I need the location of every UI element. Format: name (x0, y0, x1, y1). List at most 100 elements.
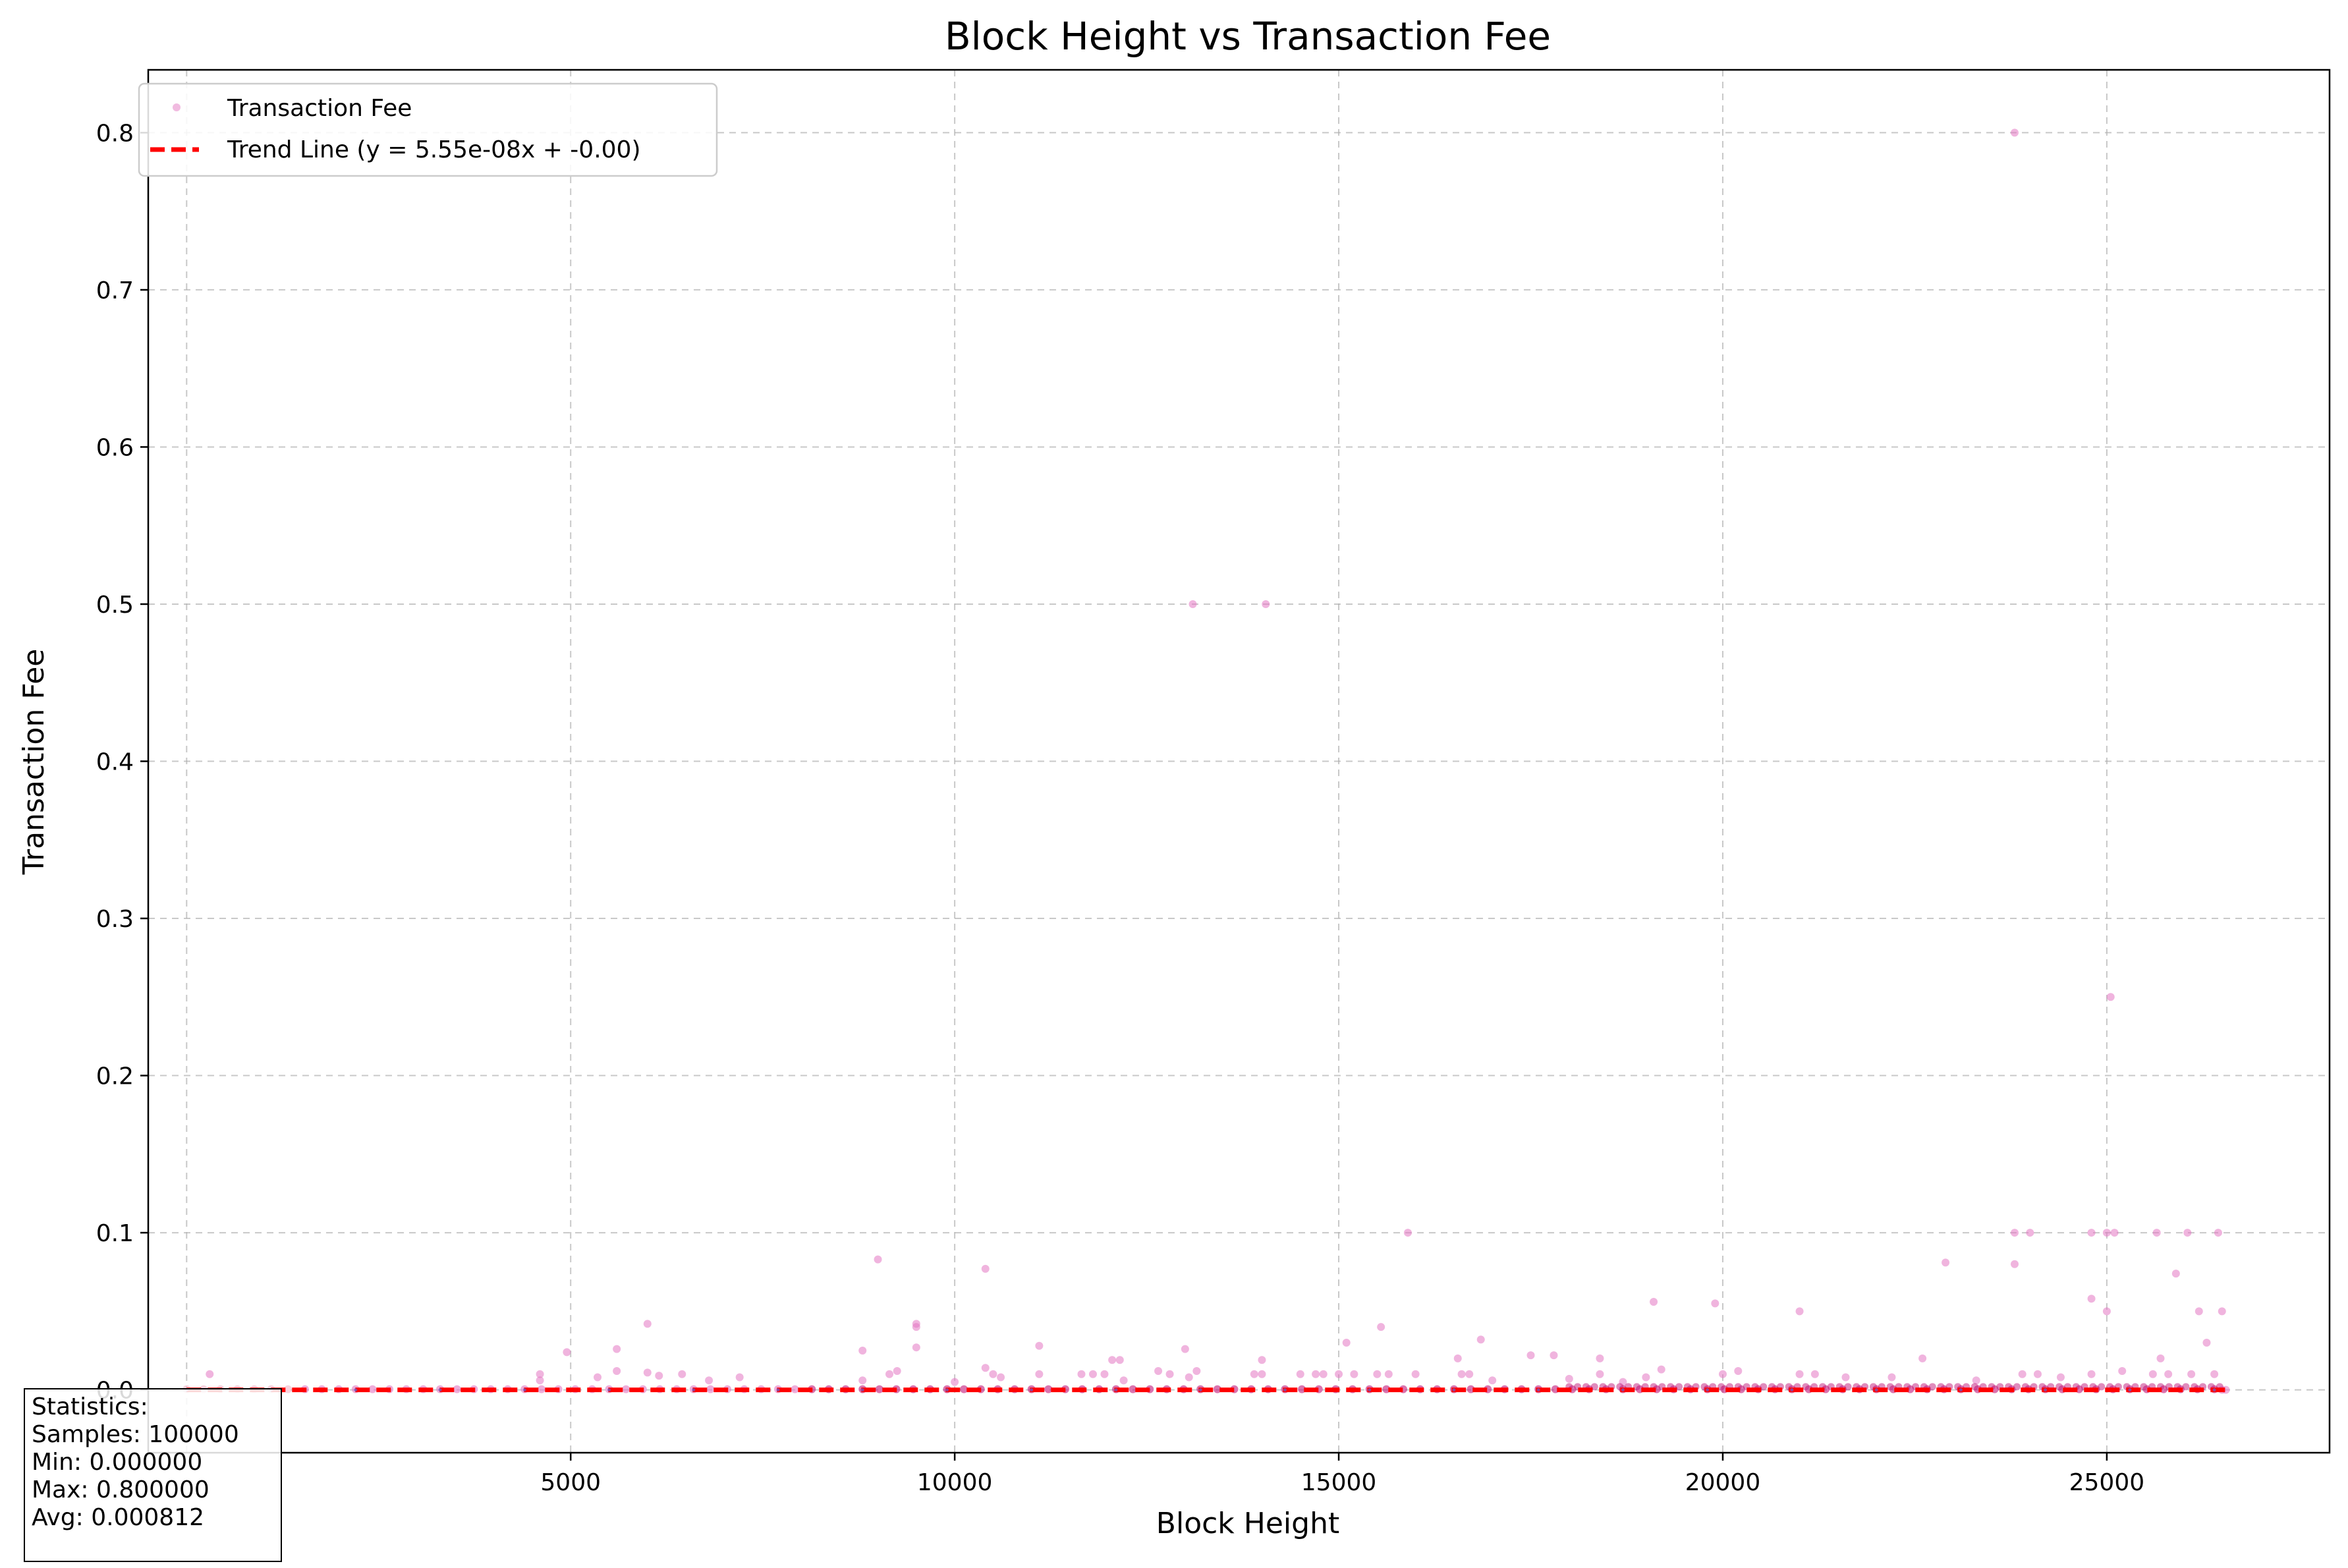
data-point (1918, 1354, 1927, 1362)
data-point (1633, 1383, 1640, 1391)
data-point (284, 1385, 293, 1393)
data-point (2110, 1229, 2119, 1237)
x-tick-label: 5000 (540, 1469, 601, 1496)
y-tick-label: 0.2 (96, 1063, 134, 1090)
data-point (1119, 1376, 1128, 1385)
data-point (1213, 1385, 1221, 1393)
data-point (2087, 1370, 2096, 1378)
data-point (1734, 1366, 1743, 1375)
data-point (1165, 1370, 1174, 1378)
data-point (1596, 1370, 1604, 1378)
trend-line-layer (184, 1387, 2227, 1393)
data-point (1650, 1298, 1658, 1306)
trend-marker (1030, 1388, 1034, 1392)
y-tick-label: 0.5 (96, 592, 134, 619)
data-point (1844, 1383, 1852, 1391)
grid (148, 70, 2330, 1453)
data-point (1044, 1385, 1053, 1393)
data-point (1596, 1354, 1604, 1362)
stats-min: Min: 0.000000 (32, 1449, 203, 1476)
data-point (2218, 1307, 2226, 1316)
data-point (1335, 1370, 1343, 1378)
data-point (1841, 1373, 1850, 1382)
legend-marker-transaction-fee (173, 103, 181, 111)
trend-marker (1959, 1388, 1963, 1392)
data-point (594, 1373, 602, 1382)
trend-marker (1283, 1388, 1287, 1392)
y-tick-label: 0.3 (96, 906, 134, 933)
data-point (1488, 1376, 1497, 1385)
data-point (2140, 1383, 2148, 1391)
trend-marker (1706, 1388, 1710, 1392)
data-point (2202, 1339, 2211, 1347)
data-point (622, 1385, 630, 1393)
trend-marker (1114, 1388, 1118, 1392)
data-point (1373, 1370, 1382, 1378)
data-point (1312, 1370, 1320, 1378)
data-point (1035, 1341, 1044, 1350)
data-point (951, 1378, 959, 1386)
data-point (858, 1376, 867, 1385)
data-point (735, 1373, 744, 1382)
data-point (1181, 1345, 1189, 1353)
data-point (1972, 1376, 1980, 1385)
data-point (989, 1370, 997, 1378)
data-point (1258, 1370, 1266, 1378)
trend-marker (2044, 1388, 2048, 1392)
legend: Transaction Fee Trend Line (y = 5.55e-08… (138, 82, 718, 177)
data-point (1718, 1383, 1725, 1391)
data-point (858, 1346, 867, 1355)
data-point (2026, 1229, 2034, 1237)
legend-frame (138, 82, 718, 177)
y-tick-label: 0.4 (96, 749, 134, 776)
data-point (1192, 1366, 1201, 1375)
data-point (563, 1348, 571, 1357)
data-point (1795, 1370, 1804, 1378)
data-point (2011, 1229, 2019, 1237)
data-point (1453, 1354, 1462, 1362)
data-point (1476, 1335, 1485, 1344)
data-point (1675, 1383, 1683, 1391)
data-point (1795, 1307, 1804, 1316)
trend-marker (1790, 1388, 1794, 1392)
stats-max: Max: 0.800000 (32, 1476, 210, 1503)
data-point (2056, 1373, 2065, 1382)
data-point (643, 1368, 652, 1377)
data-point (1457, 1370, 1466, 1378)
data-point (2183, 1229, 2192, 1237)
data-point (1384, 1370, 1393, 1378)
trend-marker (1452, 1388, 1456, 1392)
data-point (1296, 1370, 1304, 1378)
data-point (536, 1376, 544, 1385)
stats-samples: Samples: 100000 (32, 1421, 239, 1448)
data-point (1250, 1370, 1258, 1378)
data-point (2018, 1370, 2027, 1378)
data-point (2102, 1229, 2111, 1237)
statistics-box: Statistics: Samples: 100000 Min: 0.00000… (24, 1388, 282, 1562)
data-point (1928, 1383, 1936, 1391)
data-point (2182, 1383, 2190, 1391)
data-point (613, 1345, 621, 1353)
data-point (874, 1255, 882, 1264)
trend-marker (1874, 1388, 1878, 1392)
data-point (1298, 1385, 1306, 1393)
data-point (536, 1370, 544, 1378)
data-point (1258, 1356, 1266, 1364)
data-point (2013, 1383, 2021, 1391)
data-point (1350, 1370, 1358, 1378)
data-point (678, 1370, 686, 1378)
trend-marker (1621, 1388, 1625, 1392)
trend-marker (2128, 1388, 2132, 1392)
trend-marker (1536, 1388, 1540, 1392)
data-point (706, 1385, 715, 1393)
data-point (1887, 1373, 1896, 1382)
trend-marker (354, 1388, 358, 1392)
data-point (206, 1370, 214, 1378)
data-point (875, 1385, 883, 1393)
data-point (2214, 1229, 2222, 1237)
data-point (1642, 1373, 1650, 1382)
data-point (1971, 1383, 1978, 1391)
data-point (643, 1320, 652, 1328)
data-point (2055, 1383, 2063, 1391)
data-point (1262, 600, 1270, 608)
